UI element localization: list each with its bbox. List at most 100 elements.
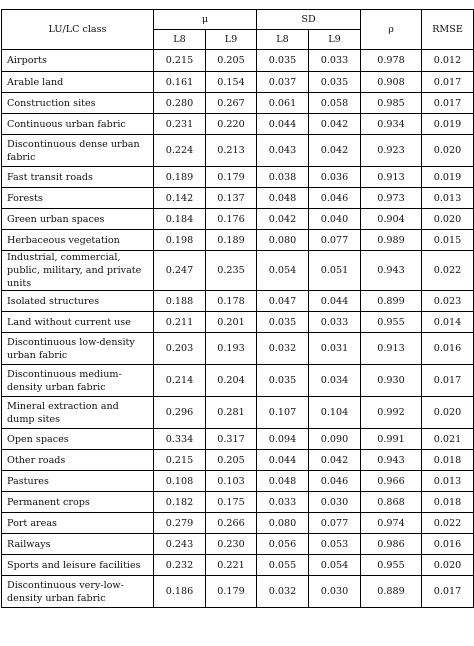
mu-l8-cell: 0.231 [153,113,206,135]
rmse-cell: 0.018 [421,449,474,471]
mu-l9-cell: 0.178 [205,290,257,312]
mu-l8-cell: 0.215 [153,449,206,471]
mu-l9-cell: 0.221 [205,554,257,576]
sd-l9-cell: 0.104 [307,396,362,429]
table-row: Permanent crops 0.182 0.175 0.033 0.030 0.868… [1,491,474,513]
rmse-cell: 0.012 [421,49,474,72]
rho-cell: 0.989 [360,229,423,251]
sd-l9-cell: 0.053 [307,533,362,555]
sd-l9-cell: 0.051 [307,250,362,291]
class-name-cell: Forests [1,187,154,209]
table-row: Discontinuous medium-density urban fabri… [1,364,474,397]
rho-cell: 0.913 [360,332,423,365]
table-row: Discontinuous low-density urban fabric 0.… [1,332,474,365]
rho-cell: 0.899 [360,290,423,312]
mu-l8-cell: 0.184 [153,208,206,230]
table-row: Discontinuous dense urban fabric 0.224 0.2… [1,134,474,167]
sd-l9-cell: 0.042 [307,449,362,471]
sd-l8-cell: 0.037 [256,71,309,93]
sd-l8-cell: 0.055 [256,554,309,576]
table-row: Land without current use 0.211 0.201 0.035 0… [1,311,474,333]
mu-l8-cell: 0.142 [153,187,206,209]
header-mu-l9: L9 [205,29,257,50]
sd-l8-cell: 0.035 [256,364,309,397]
mu-l8-cell: 0.161 [153,71,206,93]
rho-cell: 0.868 [360,491,423,513]
rmse-cell: 0.019 [421,166,474,188]
header-mu-l8: L8 [153,29,206,50]
class-name-cell: Isolated structures [1,290,154,312]
rmse-cell: 0.020 [421,134,474,167]
sd-l9-cell: 0.034 [307,364,362,397]
rmse-cell: 0.019 [421,113,474,135]
header-class: LU/LC class [1,9,154,50]
rmse-cell: 0.017 [421,575,474,608]
rho-cell: 0.908 [360,71,423,93]
rmse-cell: 0.014 [421,311,474,333]
rmse-cell: 0.020 [421,396,474,429]
class-name-cell: Discontinuous dense urban fabric [1,134,154,167]
class-name-cell: Fast transit roads [1,166,154,188]
sd-l9-cell: 0.040 [307,208,362,230]
rho-cell: 0.985 [360,92,423,114]
table-row: Port areas 0.279 0.266 0.080 0.077 0.974 0.022 [1,512,474,534]
mu-l9-cell: 0.179 [205,166,257,188]
table-row: Herbaceous vegetation 0.198 0.189 0.080 0.07… [1,229,474,251]
table-row: Continuous urban fabric 0.231 0.220 0.044 0.… [1,113,474,135]
mu-l8-cell: 0.296 [153,396,206,429]
class-name-cell: Other roads [1,449,154,471]
sd-l8-cell: 0.042 [256,208,309,230]
table-row: Airports 0.215 0.205 0.035 0.033 0.978 0.012 [1,49,474,72]
class-name-cell: Discontinuous low-density urban fabric [1,332,154,365]
table-row: Isolated structures 0.188 0.178 0.047 0.044 0… [1,290,474,312]
rho-cell: 0.904 [360,208,423,230]
sd-l9-cell: 0.044 [307,290,362,312]
rho-cell: 0.943 [360,250,423,291]
sd-l8-cell: 0.080 [256,512,309,534]
mu-l8-cell: 0.211 [153,311,206,333]
table-row: Pastures 0.108 0.103 0.048 0.046 0.966 0.013 [1,470,474,492]
sd-l8-cell: 0.056 [256,533,309,555]
mu-l8-cell: 0.280 [153,92,206,114]
table-row: Forests 0.142 0.137 0.048 0.046 0.973 0.013 [1,187,474,209]
class-name-cell: Green urban spaces [1,208,154,230]
table-row: Railways 0.243 0.230 0.056 0.053 0.986 0.016 [1,533,474,555]
class-name-cell: Land without current use [1,311,154,333]
sd-l8-cell: 0.061 [256,92,309,114]
sd-l8-cell: 0.035 [256,49,309,72]
class-name-cell: Industrial, commercial, public, military… [1,250,154,291]
mu-l9-cell: 0.267 [205,92,257,114]
rmse-cell: 0.017 [421,71,474,93]
sd-l9-cell: 0.036 [307,166,362,188]
header-sd-l8: L8 [256,29,309,50]
table-row: Discontinuous very-low-density urban fab… [1,575,474,608]
table-row: Fast transit roads 0.189 0.179 0.038 0.036 0.… [1,166,474,188]
mu-l8-cell: 0.214 [153,364,206,397]
sd-l9-cell: 0.058 [307,92,362,114]
sd-l9-cell: 0.046 [307,470,362,492]
rho-cell: 0.889 [360,575,423,608]
mu-l8-cell: 0.279 [153,512,206,534]
class-name-cell: Arable land [1,71,154,93]
rho-cell: 0.973 [360,187,423,209]
sd-l9-cell: 0.077 [307,512,362,534]
class-name-cell: Herbaceous vegetation [1,229,154,251]
mu-l8-cell: 0.108 [153,470,206,492]
sd-l8-cell: 0.080 [256,229,309,251]
class-name-cell: Open spaces [1,428,154,450]
class-name-cell: Discontinuous medium-density urban fabri… [1,364,154,397]
rho-cell: 0.955 [360,311,423,333]
mu-l8-cell: 0.224 [153,134,206,167]
statistics-table: LU/LC class μ SD ρ RMSE L8 L9 L8 L9 Airp… [1,9,474,608]
mu-l9-cell: 0.205 [205,49,257,72]
mu-l9-cell: 0.175 [205,491,257,513]
table-header: LU/LC class μ SD ρ RMSE L8 L9 L8 L9 [1,9,474,50]
sd-l8-cell: 0.043 [256,134,309,167]
mu-l8-cell: 0.188 [153,290,206,312]
rho-cell: 0.930 [360,364,423,397]
mu-l9-cell: 0.189 [205,229,257,251]
header-mu: μ [153,9,257,30]
mu-l9-cell: 0.235 [205,250,257,291]
rho-cell: 0.966 [360,470,423,492]
mu-l9-cell: 0.204 [205,364,257,397]
